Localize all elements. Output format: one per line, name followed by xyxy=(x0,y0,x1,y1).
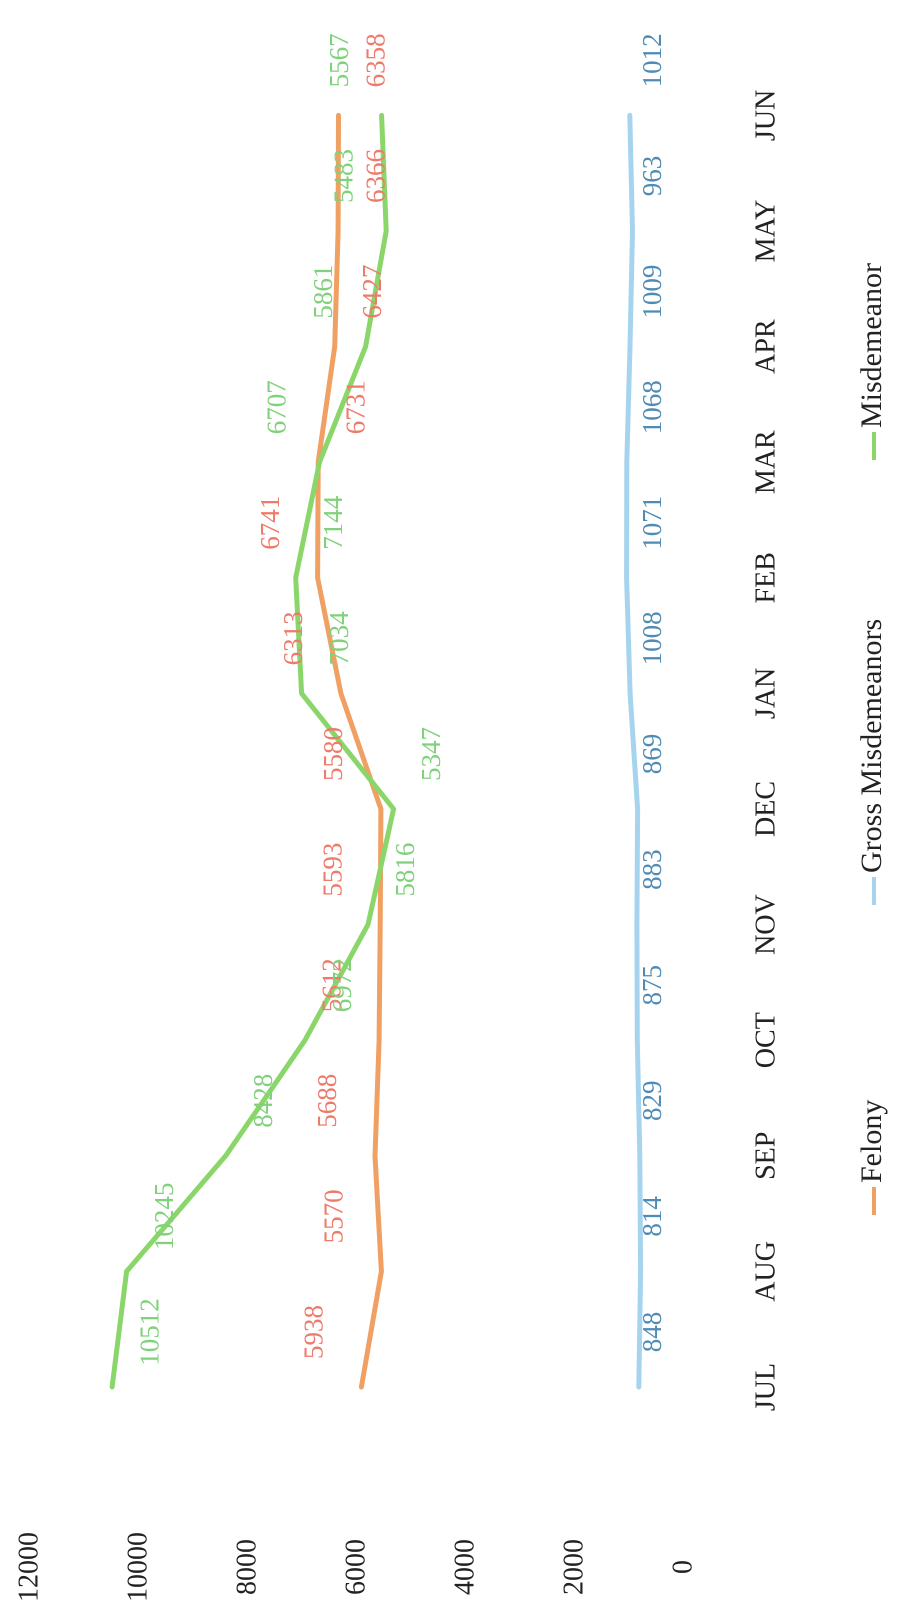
month-tick-label: AUG xyxy=(750,1241,781,1302)
gross-misdemeanors-data-label: 1071 xyxy=(637,496,667,550)
misdemeanor-data-label: 6707 xyxy=(262,380,292,434)
felony-data-label: 5938 xyxy=(299,1305,329,1359)
misdemeanor-data-label: 5567 xyxy=(324,33,354,87)
felony-data-label: 5688 xyxy=(312,1074,342,1128)
misdemeanor-data-label: 7034 xyxy=(324,611,354,666)
month-tick-label: JUN xyxy=(750,90,781,141)
month-tick-label: OCT xyxy=(750,1012,781,1068)
gross-misdemeanors-line xyxy=(624,112,644,1390)
misdemeanor-legend-label: Misdemeanor xyxy=(855,263,888,428)
month-tick-label: JUL xyxy=(750,1363,781,1411)
felony-data-label: 5580 xyxy=(318,727,348,781)
felony-data-label: 6741 xyxy=(255,496,285,550)
misdemeanor-line xyxy=(109,112,397,1390)
value-axis: 0 2000 4000 6000 8000 10000 12000 xyxy=(13,1532,698,1602)
value-tick-label: 6000 xyxy=(340,1539,371,1595)
value-tick-label: 12000 xyxy=(13,1532,44,1602)
month-tick-label: NOV xyxy=(750,894,781,955)
felony-line xyxy=(315,112,384,1390)
month-tick-label: SEP xyxy=(750,1132,781,1180)
misdemeanor-data-label: 5861 xyxy=(308,265,338,319)
month-tick-label: APR xyxy=(750,319,781,374)
month-tick-label: JAN xyxy=(750,668,781,719)
month-axis: JUL AUG SEP OCT NOV DEC JAN FEB MAR APR MAY JUN xyxy=(750,90,781,1411)
misdemeanor-data-label: 5347 xyxy=(416,727,446,781)
legend: Felony Gross Misdemeanors Misdemeanor xyxy=(855,263,888,1215)
month-tick-label: MAY xyxy=(750,200,781,263)
gross-misdemeanors-data-label: 875 xyxy=(637,965,667,1006)
felony-data-label: 5570 xyxy=(319,1189,349,1243)
value-tick-label: 10000 xyxy=(122,1532,153,1602)
felony-data-label: 6358 xyxy=(361,33,391,87)
felony-data-label: 6313 xyxy=(278,611,308,665)
felony-data-label: 5612 xyxy=(316,958,346,1012)
gross-misdemeanors-data-label: 848 xyxy=(637,1312,667,1353)
felony-data-label: 6731 xyxy=(340,380,370,434)
felony-data-label: 5593 xyxy=(317,843,347,897)
misdemeanor-data-label: 8428 xyxy=(248,1074,278,1128)
gross-misdemeanors-data-label: 869 xyxy=(637,734,667,775)
month-tick-label: FEB xyxy=(750,552,781,603)
gross-misdemeanors-data-label: 963 xyxy=(637,156,667,197)
gross-misdemeanors-data-label: 829 xyxy=(637,1081,667,1122)
value-tick-label: 8000 xyxy=(231,1539,262,1595)
gross-misdemeanors-legend-label: Gross Misdemeanors xyxy=(855,619,888,873)
gross-misdemeanors-data-label: 1008 xyxy=(637,611,667,665)
felony-data-label: 6366 xyxy=(360,149,390,203)
misdemeanor-data-label: 5483 xyxy=(328,149,358,203)
gross-misdemeanors-data-label: 1012 xyxy=(637,33,667,87)
felony-legend-label: Felony xyxy=(855,1100,888,1183)
misdemeanor-data-label: 7144 xyxy=(318,495,348,550)
value-tick-label: 0 xyxy=(667,1560,698,1574)
plot-area: 5938 5570 5688 5612 5593 5580 6313 6741 6731 6427… xyxy=(109,33,667,1390)
felony-data-label: 6427 xyxy=(357,265,387,319)
gross-misdemeanors-data-label: 1009 xyxy=(637,265,667,319)
misdemeanor-data-label: 10245 xyxy=(149,1183,179,1251)
misdemeanor-data-label: 6972 xyxy=(327,958,357,1012)
gross-misdemeanors-data-label: 814 xyxy=(637,1196,667,1237)
month-tick-label: DEC xyxy=(750,781,781,837)
month-tick-label: MAR xyxy=(750,430,781,494)
gross-misdemeanors-data-label: 883 xyxy=(637,849,667,890)
value-tick-label: 4000 xyxy=(449,1539,480,1595)
misdemeanor-data-label: 5816 xyxy=(390,843,420,897)
value-tick-label: 2000 xyxy=(558,1539,589,1595)
misdemeanor-data-label: 10512 xyxy=(134,1298,164,1366)
gross-misdemeanors-data-label: 1068 xyxy=(637,380,667,434)
